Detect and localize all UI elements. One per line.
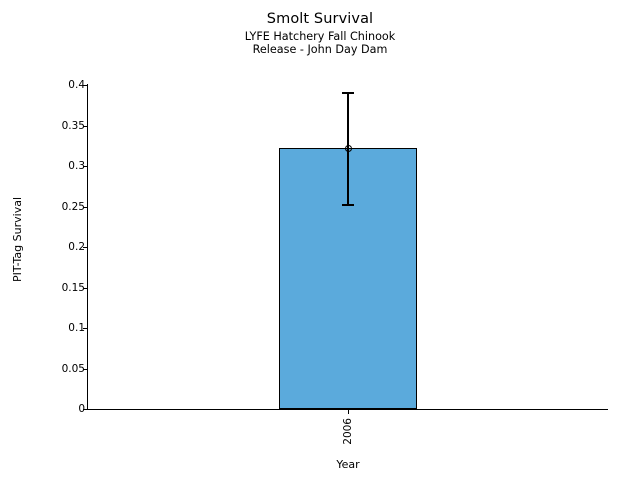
y-axis-tick-mark (83, 125, 88, 127)
y-axis-tick-label: 0.35 (61, 119, 85, 132)
y-axis-tick-mark (83, 166, 88, 167)
y-axis-label: PIT-Tag Survival (9, 0, 25, 480)
y-axis-tick-label: 0 (78, 403, 85, 415)
chart-title-block: Smolt Survival LYFE Hatchery Fall Chinoo… (0, 12, 640, 57)
chart-title: Smolt Survival (266, 11, 374, 27)
y-axis-tick-label: 0.25 (61, 200, 85, 213)
y-axis-tick-mark (83, 247, 88, 248)
y-axis-tick-mark (83, 85, 88, 86)
x-axis-tick-label: 2006 (342, 418, 354, 445)
y-axis-tick-mark (83, 409, 88, 410)
error-bar-cap-lower (342, 204, 354, 206)
y-axis-label-text: PIT-Tag Survival (10, 197, 24, 283)
y-axis-tick-mark (83, 287, 88, 289)
y-axis-tick-label: 0.3 (68, 160, 85, 172)
y-axis-spine (87, 84, 88, 409)
y-axis-tick-label: 0.05 (61, 362, 85, 375)
x-axis-spine (87, 409, 608, 410)
data-point-marker (344, 144, 352, 152)
chart-subtitle-line-2: Release - John Day Dam (252, 42, 388, 56)
y-axis-tick-mark (83, 328, 88, 329)
y-axis-tick-label: 0.4 (68, 79, 85, 91)
y-axis-tick-mark (83, 206, 88, 208)
y-axis-tick-label: 0.15 (61, 281, 85, 294)
y-axis-tick-mark (83, 368, 88, 370)
y-axis-tick-label: 0.2 (68, 241, 85, 253)
error-bar-cap-upper (342, 92, 354, 94)
x-axis-tick-mark (348, 409, 349, 414)
plot-area: 0 0.05 0.1 0.15 0.2 0.25 0.3 0.35 0.4 2006 (62, 79, 608, 445)
x-axis-label-text: Year (336, 458, 360, 471)
chart-subtitle-line-1: LYFE Hatchery Fall Chinook (244, 29, 396, 43)
x-axis-label: Year (88, 458, 608, 471)
y-axis-tick-label: 0.1 (68, 322, 85, 334)
